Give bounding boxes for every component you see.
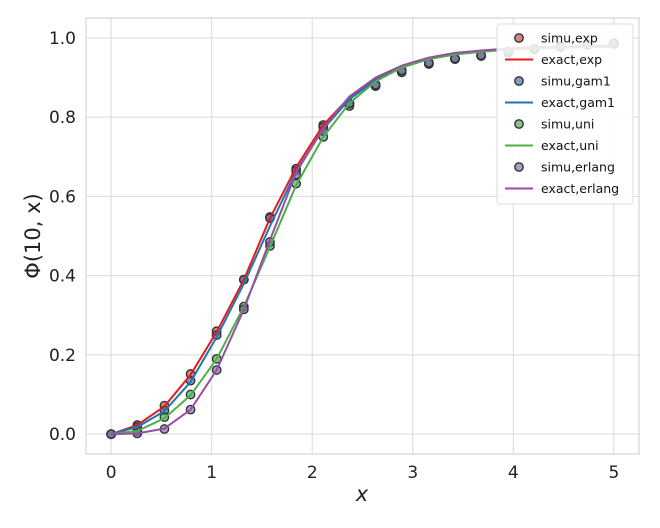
legend: simu,exp exact,exp simu,gam1 exact,gam1 simu…: [496, 23, 634, 205]
legend-marker: [514, 76, 524, 86]
x-axis-label: x: [355, 482, 369, 506]
legend-marker: [514, 162, 524, 172]
y-tick-label: 0.8: [49, 108, 76, 128]
x-tick-label: 4: [508, 463, 519, 483]
x-tick-label: 3: [407, 463, 418, 483]
x-tick-label: 0: [106, 463, 117, 483]
y-tick-label: 0.4: [49, 267, 76, 287]
legend-label: exact,uni: [541, 138, 599, 153]
legend-label: simu,uni: [541, 117, 594, 132]
y-tick-labels: 0.0 0.2 0.4 0.6 0.8 1.0: [49, 29, 76, 445]
x-tick-label: 2: [307, 463, 318, 483]
legend-marker: [514, 119, 524, 129]
legend-label: exact,erlang: [541, 181, 619, 196]
legend-label: exact,exp: [541, 52, 602, 67]
y-tick-label: 0.2: [49, 346, 76, 366]
x-tick-label: 5: [608, 463, 619, 483]
y-tick-label: 0.6: [49, 187, 76, 207]
legend-label: exact,gam1: [541, 95, 615, 110]
grid-lines: [86, 18, 639, 454]
legend-box: [496, 23, 634, 205]
x-tick-label: 1: [206, 463, 217, 483]
x-tick-labels: 0 1 2 3 4 5: [106, 463, 620, 483]
legend-marker: [514, 33, 524, 43]
legend-label: simu,erlang: [541, 160, 615, 175]
y-tick-label: 1.0: [49, 29, 76, 49]
legend-label: simu,exp: [541, 31, 598, 46]
y-axis-label: Φ(10, x): [21, 193, 45, 278]
legend-label: simu,gam1: [541, 74, 611, 89]
y-tick-label: 0.0: [49, 425, 76, 445]
